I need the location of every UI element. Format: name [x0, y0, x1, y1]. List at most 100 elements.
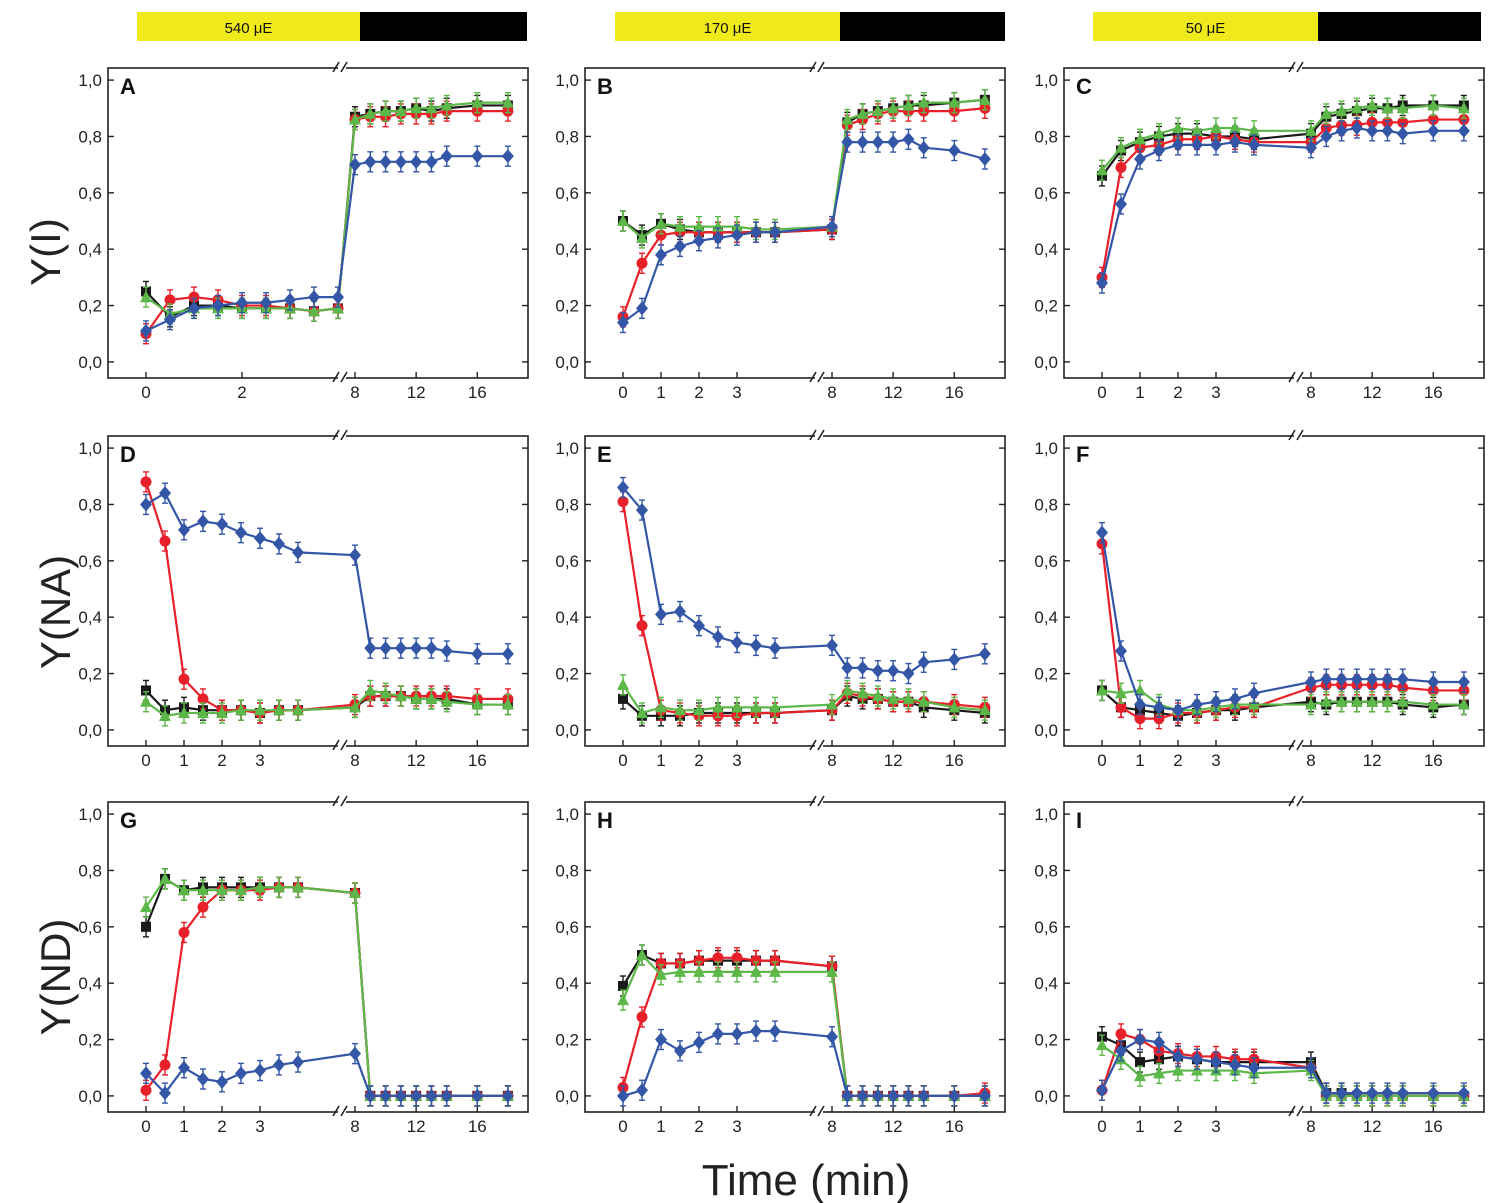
axis-break-mark-A [332, 371, 340, 383]
marker-triangle [254, 880, 266, 893]
marker-circle [731, 952, 743, 964]
light-bar-on-1 [615, 12, 840, 41]
x-tick-label: 12 [1363, 383, 1382, 402]
axis-break-mark-I [1296, 795, 1304, 807]
marker-triangle [948, 700, 961, 713]
axis-break-mark-A [340, 371, 348, 383]
axis-break-mark-A [340, 61, 348, 73]
panel-frame-B [584, 67, 1006, 379]
x-tick-label: 16 [468, 751, 487, 770]
x-tick-label: 0 [618, 1117, 627, 1136]
marker-diamond [917, 1088, 930, 1103]
x-axis-title: Time (min) [702, 1156, 911, 1203]
x-tick-label: 16 [468, 1117, 487, 1136]
panel-letter-H: H [597, 808, 613, 833]
marker-diamond [1396, 672, 1409, 687]
y-tick-label: 0,4 [1034, 608, 1058, 627]
y-tick-label: 0,8 [555, 861, 579, 880]
axis-break-mark-G [340, 795, 348, 807]
marker-diamond [1210, 1055, 1222, 1070]
y-tick-label: 1,0 [555, 71, 579, 90]
marker-diamond [978, 152, 991, 166]
marker-diamond [712, 1026, 724, 1041]
marker-triangle [871, 104, 884, 117]
panel-frame-I [1063, 801, 1485, 1113]
axis-break-gap-H [815, 796, 823, 1130]
marker-diamond [349, 548, 361, 563]
marker-diamond [731, 228, 743, 243]
marker-triangle [501, 96, 514, 108]
marker-diamond [636, 503, 648, 518]
panel-letter-E: E [597, 442, 612, 467]
marker-triangle [471, 96, 484, 108]
marker-diamond [948, 143, 961, 158]
marker-diamond [394, 1088, 407, 1103]
y-tick-label: 0,8 [1034, 127, 1058, 146]
marker-triangle [1457, 698, 1470, 710]
marker-triangle [349, 700, 361, 713]
axis-break-mark-D [340, 739, 348, 751]
light-bar-off-0 [360, 12, 527, 41]
y-tick-label: 1,0 [555, 805, 579, 824]
marker-circle [693, 955, 705, 967]
marker-triangle [856, 686, 869, 699]
axis-break-gap-D [338, 430, 346, 764]
marker-diamond [902, 666, 915, 681]
y-tick-label: 0,2 [78, 297, 102, 316]
y-tick-label: 1,0 [1034, 805, 1058, 824]
marker-diamond [308, 290, 320, 305]
marker-circle [140, 476, 152, 488]
x-tick-label: 16 [945, 383, 964, 402]
panel-frame-C [1063, 67, 1485, 379]
marker-circle [636, 257, 648, 269]
marker-triangle [1115, 686, 1127, 699]
y-tick-label: 0,6 [555, 184, 579, 203]
marker-diamond [440, 1088, 453, 1103]
marker-diamond [178, 522, 190, 537]
marker-diamond [948, 1088, 961, 1103]
x-tick-label: 2 [217, 751, 226, 770]
marker-circle [750, 955, 762, 967]
marker-circle [617, 496, 629, 508]
axis-break-gap-I [1294, 796, 1302, 1130]
marker-square [618, 981, 628, 991]
marker-diamond [216, 1074, 228, 1089]
marker-triangle [501, 698, 514, 710]
y-tick-label: 0,0 [1034, 1087, 1058, 1106]
x-tick-label: 2 [1173, 383, 1182, 402]
marker-triangle [617, 993, 629, 1006]
marker-diamond [1457, 1086, 1470, 1101]
panel-F: 0,00,20,40,60,81,00 1 2 3 8 12 16F [1034, 429, 1485, 770]
marker-triangle [750, 700, 762, 713]
panel-D: 0,00,20,40,60,81,00 1 2 3 8 12 16D [78, 429, 529, 770]
marker-triangle [917, 695, 930, 707]
marker-diamond [1210, 137, 1222, 152]
y-tick-label: 0,6 [78, 552, 102, 571]
marker-diamond [1457, 123, 1470, 138]
marker-diamond [471, 646, 484, 661]
marker-triangle [471, 698, 484, 710]
marker-diamond [292, 1055, 304, 1070]
x-tick-label: 12 [884, 751, 903, 770]
marker-triangle [674, 220, 686, 232]
light-bars: 540 μE 170 μE 50 μE [137, 12, 1481, 41]
marker-triangle [841, 113, 854, 125]
marker-diamond [655, 607, 667, 622]
marker-triangle [1134, 683, 1146, 696]
axis-break-mark-E [809, 429, 817, 441]
marker-diamond [1457, 675, 1470, 689]
marker-triangle [178, 883, 190, 896]
marker-triangle [254, 703, 266, 716]
marker-triangle [978, 93, 991, 105]
axis-break-mark-B [817, 61, 825, 73]
y-tick-label: 0,6 [1034, 552, 1058, 571]
series-line-blue-D [145, 491, 508, 655]
marker-triangle [425, 692, 438, 704]
marker-diamond [235, 525, 247, 540]
x-tick-label: 16 [1424, 751, 1443, 770]
x-tick-label: 16 [945, 1117, 964, 1136]
marker-diamond [425, 154, 438, 169]
y-axis-title-row2: Y(NA) [32, 555, 79, 669]
x-tick-label: 3 [255, 1117, 264, 1136]
marker-diamond [284, 292, 296, 307]
